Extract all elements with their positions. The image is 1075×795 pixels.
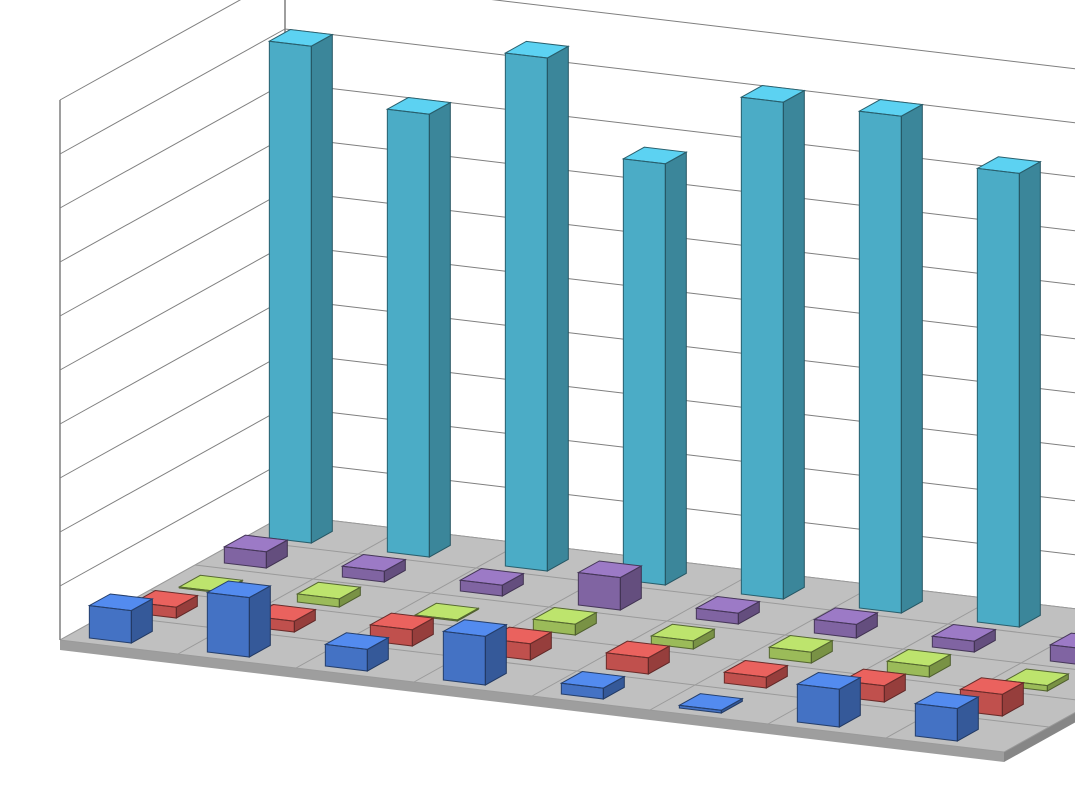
bar3d-chart <box>0 0 1075 795</box>
